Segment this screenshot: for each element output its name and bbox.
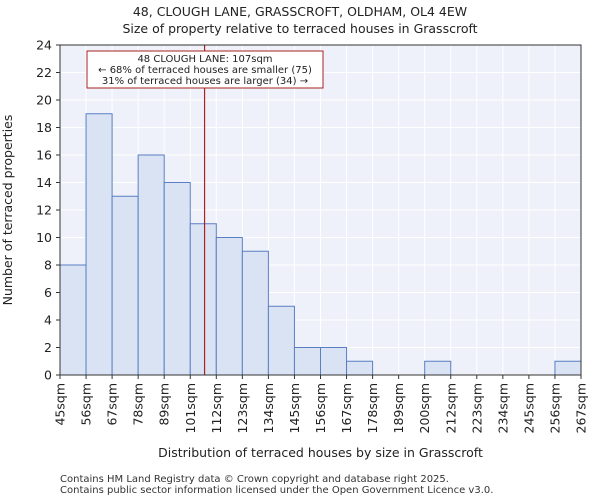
bar-156sqm <box>320 347 348 376</box>
x-tick-label: 200sqm <box>417 383 432 433</box>
x-tick-label: 245sqm <box>521 383 536 433</box>
bar-78sqm <box>137 154 165 376</box>
y-tick-label: 24 <box>36 38 52 53</box>
bar-112sqm <box>215 237 243 376</box>
x-tick-label: 167sqm <box>339 383 354 433</box>
x-tick-label: 145sqm <box>287 383 302 433</box>
x-axis-label: Distribution of terraced houses by size … <box>158 445 483 460</box>
x-tick-label: 89sqm <box>157 383 172 426</box>
chart-title-address: 48, CLOUGH LANE, GRASSCROFT, OLDHAM, OL4… <box>132 4 468 19</box>
y-tick-label: 16 <box>36 148 52 163</box>
bar-67sqm <box>111 195 139 376</box>
y-tick-label: 22 <box>36 65 52 80</box>
bar-200sqm <box>424 360 452 376</box>
annotation-line-2: ← 68% of terraced houses are smaller (75… <box>98 65 312 76</box>
annotation-line-3: 31% of terraced houses are larger (34) → <box>102 76 308 87</box>
annotation-box: 48 CLOUGH LANE: 107sqm ← 68% of terraced… <box>86 50 324 89</box>
bar-167sqm <box>346 360 374 376</box>
footer-licence: Contains public sector information licen… <box>60 485 494 496</box>
bar-256sqm <box>554 360 582 376</box>
x-axis-ticks: 45sqm 56sqm 67sqm 78sqm 89sqm 101sqm 112sqm 123… <box>53 375 589 433</box>
y-tick-label: 18 <box>36 120 52 135</box>
y-tick-label: 6 <box>44 285 52 300</box>
x-tick-label: 223sqm <box>469 383 484 433</box>
footer-copyright: Contains HM Land Registry data © Crown c… <box>60 474 449 485</box>
bar-45sqm <box>59 264 87 376</box>
x-tick-label: 156sqm <box>313 383 328 433</box>
y-tick-label: 4 <box>44 313 52 328</box>
bar-89sqm <box>163 182 191 376</box>
x-tick-label: 212sqm <box>443 383 458 433</box>
x-tick-label: 101sqm <box>183 383 198 433</box>
x-tick-label: 256sqm <box>547 383 562 433</box>
x-tick-label: 78sqm <box>131 383 146 426</box>
y-tick-label: 8 <box>44 258 52 273</box>
bar-123sqm <box>241 250 269 376</box>
x-tick-label: 134sqm <box>261 383 276 433</box>
chart-title-subtitle: Size of property relative to terraced ho… <box>122 21 478 36</box>
y-tick-label: 0 <box>44 368 52 383</box>
x-tick-label: 234sqm <box>495 383 510 433</box>
y-tick-label: 12 <box>36 203 52 218</box>
plot-border <box>59 44 582 376</box>
annotation-line-1: 48 CLOUGH LANE: 107sqm <box>137 54 272 65</box>
x-tick-label: 267sqm <box>574 383 589 433</box>
bar-145sqm <box>293 347 322 376</box>
y-tick-label: 2 <box>44 340 52 355</box>
x-tick-label: 178sqm <box>365 383 380 433</box>
x-tick-label: 45sqm <box>53 383 68 426</box>
y-tick-label: 20 <box>36 93 52 108</box>
bars <box>59 113 582 376</box>
x-tick-label: 67sqm <box>105 383 120 426</box>
y-tick-label: 14 <box>36 175 52 190</box>
x-tick-label: 56sqm <box>79 383 94 426</box>
x-tick-label: 189sqm <box>391 383 406 433</box>
x-tick-label: 112sqm <box>209 383 224 433</box>
x-tick-label: 123sqm <box>235 383 250 433</box>
y-tick-label: 10 <box>36 230 52 245</box>
y-axis-label: Number of terraced properties <box>0 115 15 306</box>
bar-101sqm <box>189 223 217 376</box>
bar-56sqm <box>85 113 113 376</box>
bar-134sqm <box>267 305 295 376</box>
